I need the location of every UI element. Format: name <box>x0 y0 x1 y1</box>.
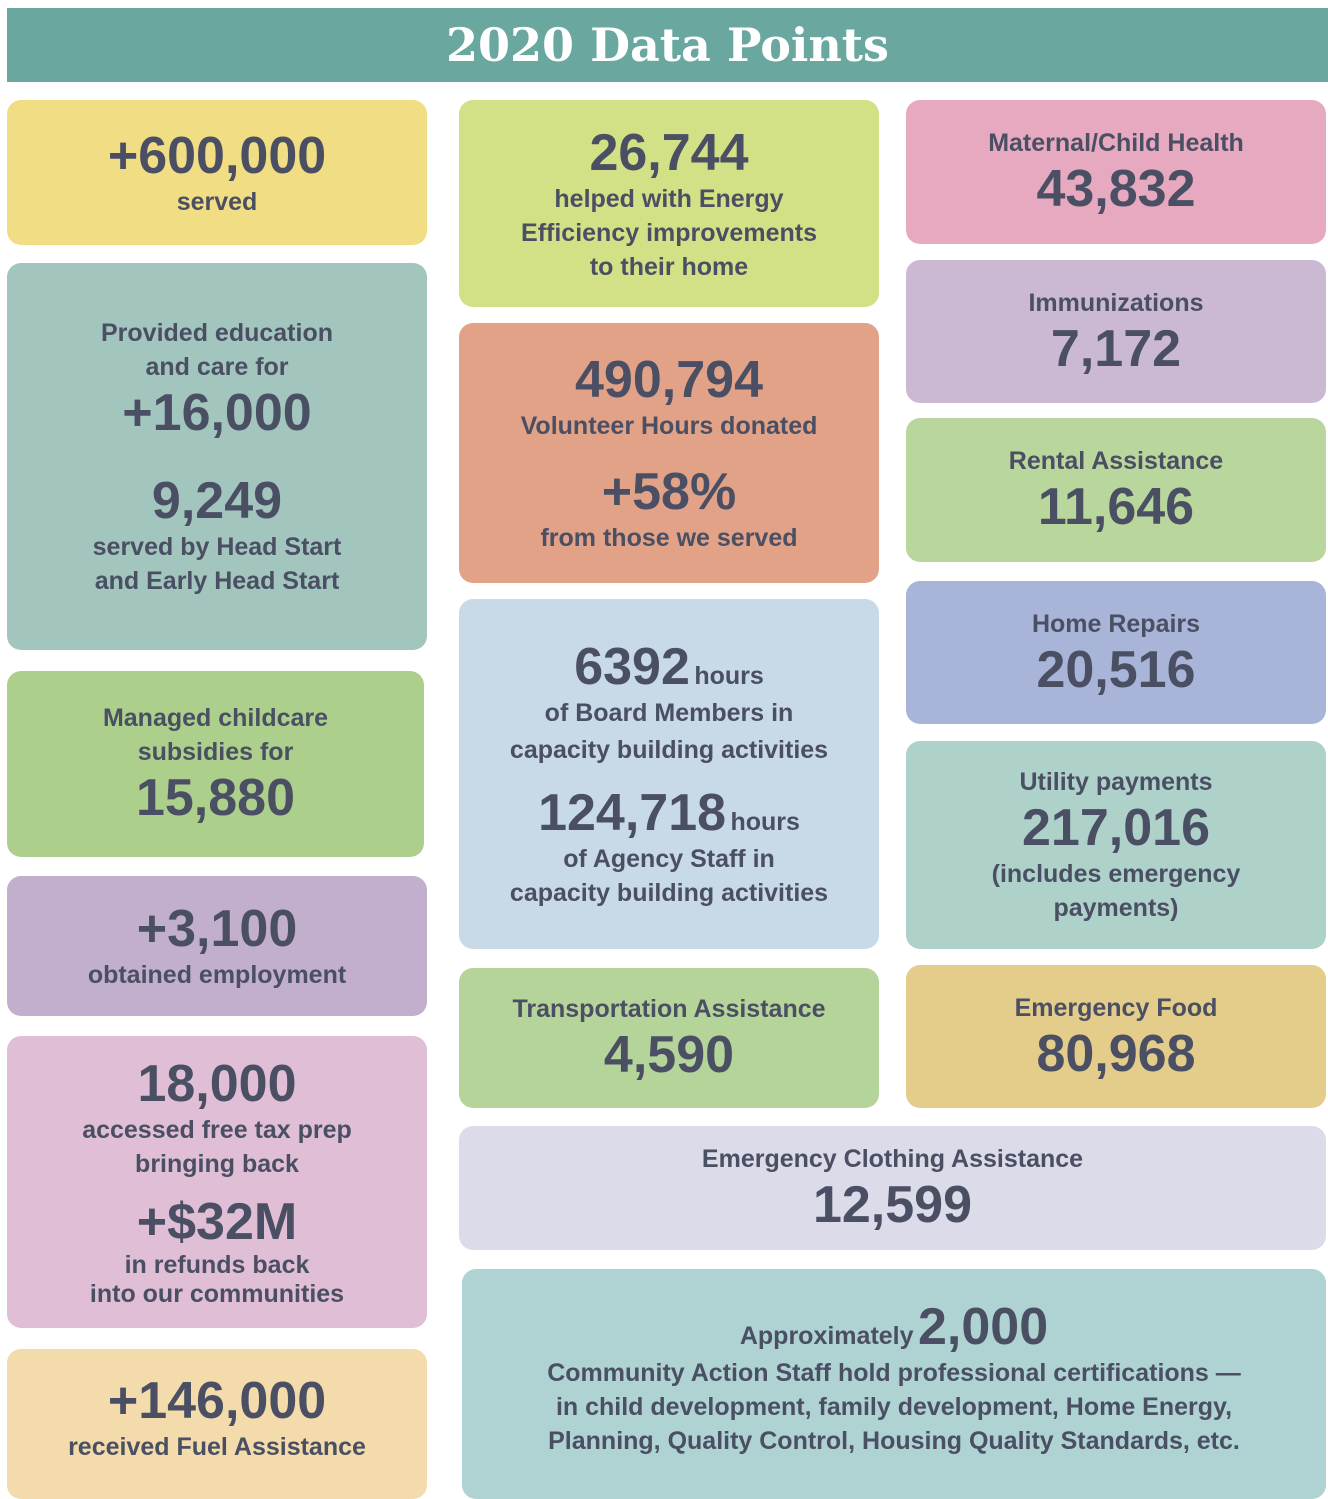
stat: 9,249 <box>151 471 283 530</box>
stat: 15,880 <box>135 769 296 827</box>
stat: 7,172 <box>1050 319 1182 378</box>
caption: of Board Members in <box>544 699 794 727</box>
stat: 124,718 <box>538 784 727 842</box>
unit: hours <box>730 808 800 836</box>
card: Managed childcare subsidies for 15,880 <box>7 671 424 857</box>
caption: Volunteer Hours donated <box>520 412 818 440</box>
stat: +146,000 <box>107 1372 327 1430</box>
caption: into our communities <box>89 1280 345 1308</box>
card: Rental Assistance 11,646 <box>906 418 1326 562</box>
caption: Provided education <box>101 318 333 347</box>
stat: 6392 <box>574 638 690 696</box>
card: 490,794 Volunteer Hours donated +58% fro… <box>459 323 879 583</box>
caption: capacity building activities <box>509 736 829 764</box>
caption: capacity building activities <box>509 879 829 907</box>
stat: +58% <box>601 463 737 521</box>
caption: Immunizations <box>1028 288 1204 317</box>
caption: and care for <box>145 352 289 381</box>
card: Immunizations 7,172 <box>906 260 1326 403</box>
caption: Managed childcare <box>102 704 329 732</box>
caption: in refunds back <box>124 1251 310 1279</box>
card: +600,000 served <box>7 100 427 245</box>
card: 18,000 accessed free tax prep bringing b… <box>7 1036 427 1328</box>
caption: served by Head Start <box>92 532 342 561</box>
card: Utility payments 217,016 (includes emerg… <box>906 741 1326 949</box>
caption: subsidies for <box>137 738 294 766</box>
unit: hours <box>694 662 764 690</box>
title: 2020 Data Points <box>446 18 889 72</box>
stat: +$32M <box>136 1193 298 1251</box>
caption: (includes emergency <box>991 860 1241 888</box>
stat: +600,000 <box>107 126 327 185</box>
card: +146,000 received Fuel Assistance <box>7 1349 427 1499</box>
stat: +3,100 <box>136 900 298 958</box>
caption: helped with Energy <box>554 184 784 213</box>
stat: 26,744 <box>589 123 749 182</box>
card: 6392 hours of Board Members in capacity … <box>459 599 879 949</box>
card: Home Repairs 20,516 <box>906 581 1326 724</box>
stat: 11,646 <box>1037 478 1195 536</box>
caption: and Early Head Start <box>94 566 340 595</box>
caption: to their home <box>589 252 749 281</box>
card: Emergency Clothing Assistance 12,599 <box>459 1126 1326 1250</box>
caption: Rental Assistance <box>1008 447 1224 475</box>
caption: payments) <box>1053 894 1179 922</box>
caption: obtained employment <box>87 961 347 989</box>
stat: 4,590 <box>603 1026 735 1084</box>
stat: 80,968 <box>1036 1024 1196 1083</box>
caption: Utility payments <box>1019 768 1213 796</box>
stat: 217,016 <box>1022 799 1210 857</box>
header: 2020 Data Points <box>7 8 1328 82</box>
stat: +16,000 <box>122 383 312 442</box>
caption: Community Action Staff hold professional… <box>547 1359 1241 1387</box>
caption: Maternal/Child Health <box>988 129 1244 157</box>
stat: 20,516 <box>1036 640 1196 699</box>
caption: accessed free tax prep <box>82 1116 352 1144</box>
card: Approximately 2,000 Community Action Sta… <box>462 1269 1326 1499</box>
caption: Emergency Food <box>1014 993 1218 1022</box>
stat: 2,000 <box>917 1298 1049 1356</box>
card: 26,744 helped with Energy Efficiency imp… <box>459 100 879 307</box>
caption: Emergency Clothing Assistance <box>701 1145 1084 1173</box>
stat: 12,599 <box>812 1176 973 1234</box>
caption: Home Repairs <box>1031 609 1201 638</box>
stat: 18,000 <box>137 1055 297 1113</box>
caption: Efficiency improvements <box>521 218 817 247</box>
caption: Approximately <box>739 1322 914 1350</box>
caption: in child development, family development… <box>555 1393 1233 1421</box>
card: Provided education and care for +16,000 … <box>7 263 427 650</box>
caption: bringing back <box>135 1150 299 1178</box>
caption: served <box>176 187 258 216</box>
card: Emergency Food 80,968 <box>906 965 1326 1108</box>
caption: of Agency Staff in <box>563 845 775 873</box>
caption: from those we served <box>540 524 798 552</box>
card: +3,100 obtained employment <box>7 876 427 1016</box>
card: Transportation Assistance 4,590 <box>459 968 879 1108</box>
stat: 43,832 <box>1036 160 1196 218</box>
caption: received Fuel Assistance <box>68 1433 366 1461</box>
stat: 490,794 <box>575 351 763 409</box>
card: Maternal/Child Health 43,832 <box>906 100 1326 244</box>
caption: Planning, Quality Control, Housing Quali… <box>548 1427 1240 1455</box>
caption: Transportation Assistance <box>512 995 826 1023</box>
